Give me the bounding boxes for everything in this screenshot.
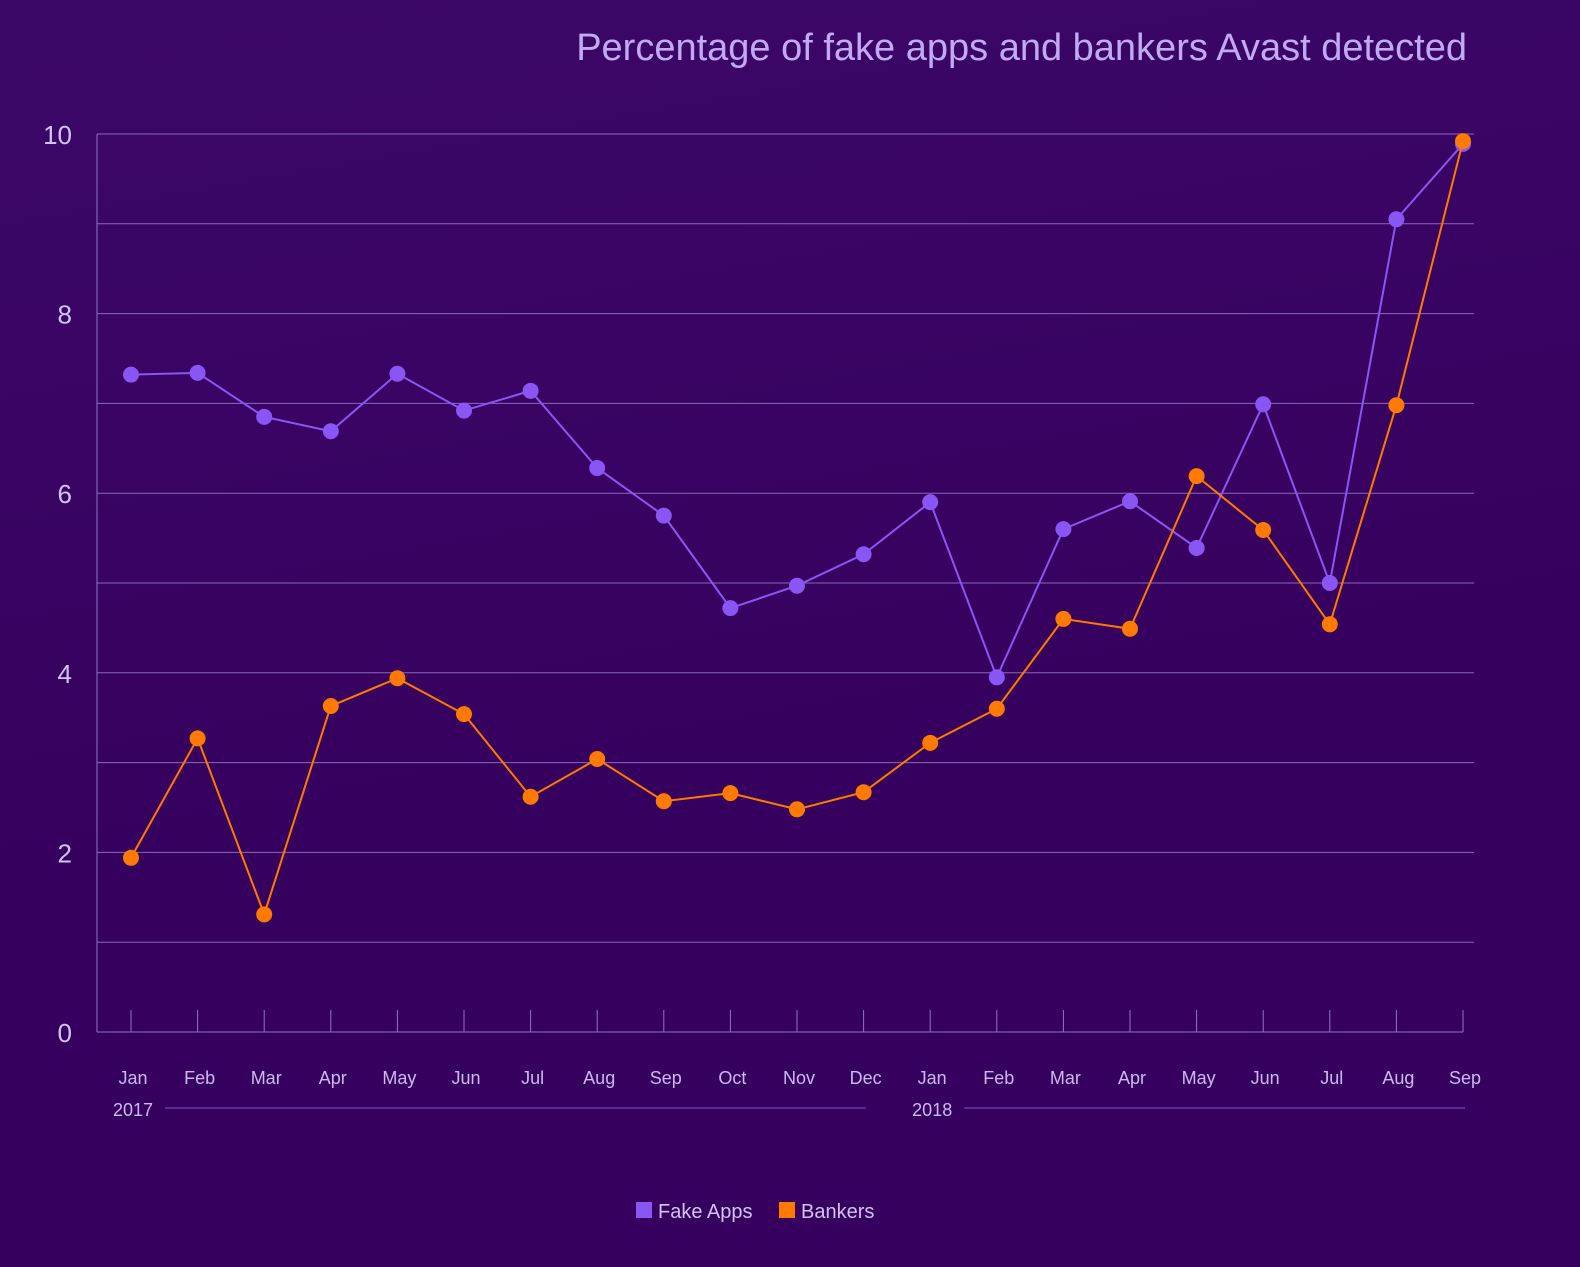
data-point — [722, 600, 739, 617]
data-point — [456, 402, 472, 419]
x-tick-label: Jun — [451, 1068, 480, 1088]
data-point — [456, 706, 472, 723]
series-group — [123, 133, 1471, 923]
data-point — [189, 364, 206, 381]
y-tick-label: 0 — [58, 1018, 72, 1048]
data-point — [1321, 575, 1338, 591]
y-tick-label: 6 — [58, 479, 72, 509]
data-point — [522, 788, 539, 805]
data-point — [922, 494, 939, 511]
y-axis: 0 2 4 6 8 10 — [43, 120, 98, 1048]
data-point — [389, 365, 406, 382]
legend: Fake Apps Bankers — [636, 1201, 874, 1223]
data-point — [1055, 521, 1072, 538]
data-point — [655, 507, 672, 524]
chart-title: Percentage of fake apps and bankers Avas… — [576, 27, 1467, 69]
x-tick-label: Sep — [1449, 1068, 1481, 1088]
data-point — [855, 784, 872, 801]
x-tick-label: Sep — [650, 1068, 682, 1088]
x-tick-label: Mar — [1050, 1068, 1081, 1088]
x-tick-label: Dec — [850, 1068, 882, 1088]
y-tick-label: 2 — [58, 838, 72, 868]
data-point — [256, 906, 273, 923]
data-point — [1055, 610, 1072, 627]
y-tick-label: 10 — [43, 120, 72, 150]
x-tick-label: Apr — [319, 1068, 347, 1088]
data-point — [1188, 539, 1205, 556]
data-point — [189, 730, 206, 747]
gridlines — [97, 133, 1474, 943]
x-tick-label: Jun — [1251, 1068, 1280, 1088]
data-point — [589, 460, 606, 477]
x-tick-label: May — [1182, 1068, 1216, 1088]
legend-label: Bankers — [801, 1201, 874, 1223]
data-point — [589, 751, 606, 768]
data-point — [1255, 396, 1272, 413]
year-label: 2018 — [912, 1100, 952, 1120]
x-axis: Jan Feb Mar Apr May Jun Jul Aug Sep Oct Nov Dec Jan F… — [97, 1010, 1481, 1120]
x-tick-label: Nov — [783, 1068, 815, 1088]
data-point — [1455, 133, 1471, 150]
data-point — [256, 408, 273, 425]
data-point — [1255, 522, 1272, 539]
data-point — [522, 382, 539, 399]
data-point — [988, 669, 1005, 686]
data-point — [922, 734, 939, 751]
data-point — [722, 785, 739, 802]
data-point — [789, 801, 805, 818]
x-tick-label: Mar — [251, 1068, 282, 1088]
data-point — [1321, 616, 1338, 633]
legend-swatch — [779, 1202, 795, 1218]
data-point — [1188, 468, 1205, 485]
data-point — [1122, 493, 1138, 510]
x-tick-label: Feb — [184, 1068, 215, 1088]
x-tick-label: Aug — [583, 1068, 615, 1088]
series-fake-apps — [123, 135, 1471, 686]
data-point — [322, 423, 339, 440]
x-tick-label: Jan — [918, 1068, 947, 1088]
data-point — [855, 546, 872, 563]
x-tick-label: Jan — [118, 1068, 147, 1088]
data-point — [322, 698, 339, 715]
x-tick-label: Apr — [1118, 1068, 1146, 1088]
x-tick-label: Oct — [718, 1068, 746, 1088]
data-point — [123, 849, 139, 866]
legend-swatch — [636, 1202, 652, 1218]
data-point — [1122, 620, 1138, 637]
y-tick-label: 4 — [58, 659, 72, 689]
year-label: 2017 — [113, 1100, 153, 1120]
data-point — [1388, 397, 1405, 414]
x-tick-label: Aug — [1382, 1068, 1414, 1088]
x-tick-label: Jul — [1320, 1068, 1343, 1088]
data-point — [389, 670, 406, 687]
x-tick-label: Jul — [521, 1068, 544, 1088]
data-point — [988, 700, 1005, 717]
x-tick-label: Feb — [983, 1068, 1014, 1088]
data-point — [1388, 211, 1405, 228]
legend-label: Fake Apps — [658, 1201, 753, 1223]
y-tick-label: 8 — [58, 300, 72, 330]
data-point — [123, 366, 139, 383]
data-point — [789, 577, 805, 594]
data-point — [655, 793, 672, 810]
series-bankers — [123, 133, 1471, 923]
x-tick-label: May — [382, 1068, 416, 1088]
